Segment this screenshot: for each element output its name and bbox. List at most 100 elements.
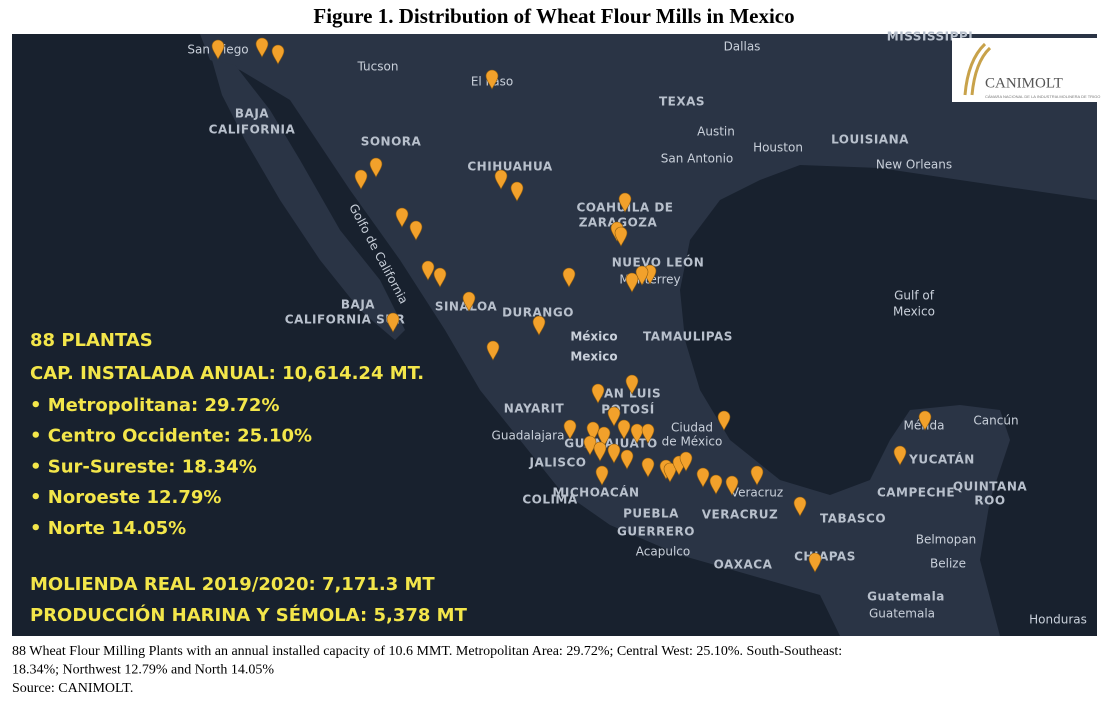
map-label: SONORA [361,135,422,149]
logo-subtitle: CÁMARA NACIONAL DE LA INDUSTRIA MOLINERA… [985,94,1100,99]
mill-pin [614,226,628,247]
mill-pin [395,207,409,228]
map-label: Veracruz [731,486,783,500]
map-label: Cancún [973,414,1018,428]
map-label: YUCATÁN [908,452,975,467]
mill-pin [486,340,500,361]
mill-pin [255,37,269,58]
map-label: Honduras [1029,613,1087,627]
mill-pin [696,467,710,488]
mill-pin [607,406,621,427]
mill-pin [369,157,383,178]
mill-pin [591,383,605,404]
map-label: LOUISIANA [831,133,909,147]
mill-pin [510,181,524,202]
map-label: VERACRUZ [702,508,779,522]
map-label: CAMPECHE [877,486,955,500]
caption-line: Source: CANIMOLT. [12,681,133,696]
map-label: MISSISSIPPI [887,30,973,44]
map-label: SINALOA [435,300,498,314]
caption-line: 18.34%; Northwest 12.79% and North 14.05… [12,663,274,678]
mill-pin [750,465,764,486]
map-label: JALISCO [528,456,586,470]
mill-pin [597,426,611,447]
map-label: Ciudad [671,421,713,435]
map-label: Acapulco [636,545,690,559]
map-label: México [570,330,617,344]
map-label: Guatemala [869,607,935,621]
map-label: ROO [974,494,1005,508]
caption-line: 88 Wheat Flour Milling Plants with an an… [12,644,842,659]
logo-name: CANIMOLT [985,75,1063,91]
map-label: CHIHUAHUA [467,160,552,174]
mill-pin [625,374,639,395]
mill-pin [354,169,368,190]
map-label: GUERRERO [617,525,695,539]
mill-pin [620,449,634,470]
overlay-milling: MOLIENDA REAL 2019/2020: 7,171.3 MT [30,574,435,595]
map-label: TABASCO [820,512,886,526]
mill-pin [625,272,639,293]
mill-pin [725,475,739,496]
mill-pin [679,451,693,472]
mill-pin [595,465,609,486]
mill-pin [563,419,577,440]
overlay-capacity: CAP. INSTALADA ANUAL: 10,614.24 MT. [30,363,424,384]
map-label: de México [662,435,723,449]
mill-pin [793,496,807,517]
baja-peninsula [212,60,405,340]
mill-pin [717,410,731,431]
map-label: COLIMA [522,493,578,507]
map-label: San Antonio [661,152,734,166]
mill-pin [593,441,607,462]
map-label: Gulf of [894,289,935,303]
mill-pin [709,474,723,495]
mill-pin [532,315,546,336]
map-label: TEXAS [659,95,705,109]
map-label: New Orleans [876,158,952,172]
map-label: DURANGO [502,306,574,320]
mill-pin [893,445,907,466]
overlay-region: • Noroeste 12.79% [30,487,221,508]
logo-icon [963,42,992,96]
map-label: MICHOACÁN [552,485,639,500]
overlay-production: PRODUCCIÓN HARINA Y SÉMOLA: 5,378 MT [30,604,468,626]
mill-pin [663,462,677,483]
mill-pin [433,267,447,288]
map-label: Mexico [893,305,935,319]
map-label: TAMAULIPAS [643,330,733,344]
mill-pin [586,421,600,442]
map-label: BAJA [235,107,269,121]
mill-pin [918,410,932,431]
mill-pin [421,260,435,281]
mill-pin [618,192,632,213]
map-label: NUEVO LEÓN [612,255,705,270]
mill-pin [386,312,400,333]
map-label: NAYARIT [504,402,565,416]
mill-pin [641,457,655,478]
mill-pin [562,267,576,288]
mill-pin [494,169,508,190]
mill-pin [607,443,621,464]
map-label: Dallas [724,40,761,54]
map-label: Belize [930,557,966,571]
mill-pin [409,220,423,241]
mill-pin [617,419,631,440]
mill-pin [485,69,499,90]
mill-pin [462,291,476,312]
map-label: Guadalajara [492,429,565,443]
overlay-region: • Sur-Sureste: 18.34% [30,456,257,477]
mill-pin [808,552,822,573]
mill-pin [211,39,225,60]
map-label: Mexico [570,350,617,364]
map-label: CALIFORNIA SUR [285,313,405,327]
map-label: OAXACA [714,558,773,572]
map-label: CHIAPAS [794,550,856,564]
figure-title: Figure 1. Distribution of Wheat Flour Mi… [313,4,794,28]
map-label: BAJA [341,298,375,312]
mill-pin [271,44,285,65]
map-label: QUINTANA [953,480,1028,494]
land [200,34,1097,636]
